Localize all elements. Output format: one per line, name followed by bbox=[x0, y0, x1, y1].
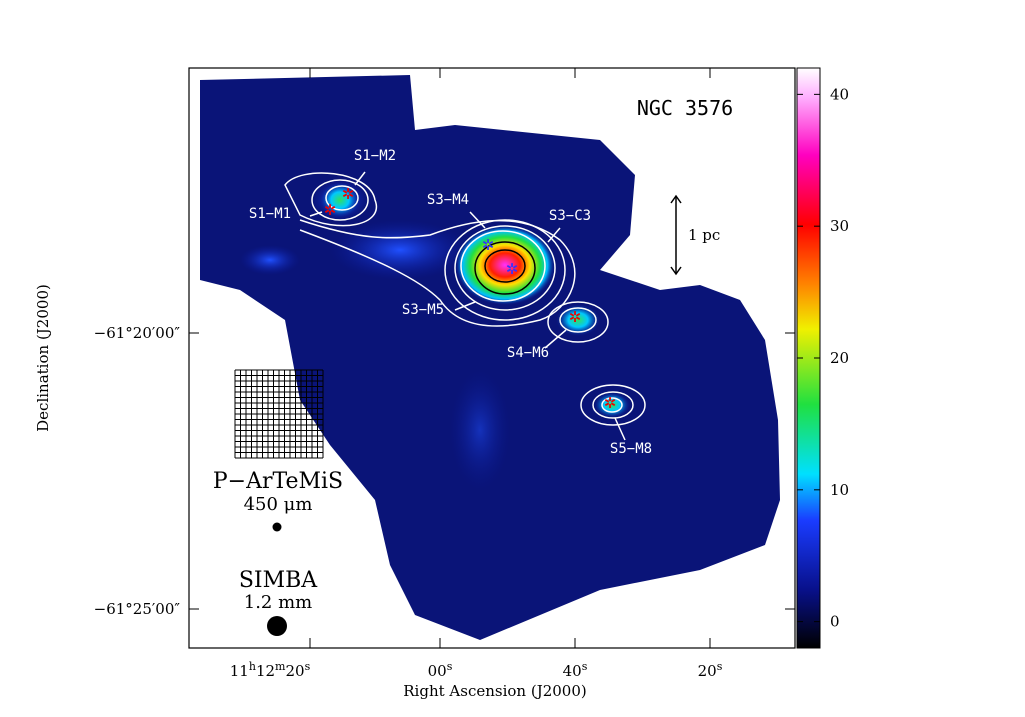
legend-wavelength: 1.2 mm bbox=[244, 592, 312, 613]
legend-instrument: SIMBA bbox=[239, 568, 318, 593]
x-tick-part: 12 bbox=[256, 662, 275, 680]
x-tick-part: 40 bbox=[563, 662, 582, 680]
colorbar-tick-label: 0 bbox=[830, 613, 840, 631]
y-tick-label: −61°20′00″ bbox=[94, 324, 181, 342]
x-tick-part: 00 bbox=[428, 662, 447, 680]
x-tick-label: 20s bbox=[698, 660, 723, 680]
source-label: S1−M1 bbox=[249, 206, 291, 222]
detector-array bbox=[234, 369, 324, 459]
contours bbox=[284, 171, 646, 441]
x-axis-label: Right Ascension (J2000) bbox=[403, 682, 586, 700]
svg-text:✲: ✲ bbox=[342, 185, 355, 203]
x-tick-part: 11 bbox=[230, 662, 249, 680]
x-tick-part: s bbox=[717, 660, 723, 673]
x-tick-part: m bbox=[275, 660, 286, 673]
frame bbox=[188, 67, 796, 649]
source-label: S1−M2 bbox=[354, 148, 396, 164]
source-label: S3−C3 bbox=[549, 208, 591, 224]
scale-label: 1 pc bbox=[688, 226, 720, 244]
svg-text:✲: ✲ bbox=[324, 201, 337, 219]
x-tick-part: h bbox=[249, 660, 256, 673]
source-label: S4−M6 bbox=[507, 345, 549, 361]
y-tick-label: −61°25′00″ bbox=[94, 600, 181, 618]
svg-text:✲: ✲ bbox=[569, 308, 582, 326]
svg-text:✲: ✲ bbox=[482, 236, 495, 254]
y-axis-label: Declination (J2000) bbox=[34, 284, 52, 432]
source-label: S3−M5 bbox=[402, 302, 444, 318]
x-tick-part: s bbox=[582, 660, 588, 673]
colorbar-tick-label: 40 bbox=[830, 85, 849, 103]
x-tick-label: 11h12m20s bbox=[230, 660, 311, 680]
source-label: S5−M8 bbox=[610, 441, 652, 457]
source-label: S3−M4 bbox=[427, 192, 469, 208]
beam bbox=[272, 522, 282, 532]
map-title: NGC 3576 bbox=[637, 96, 733, 120]
colorbar-tick-label: 10 bbox=[830, 481, 849, 499]
stars: ✲ ✲ ✲ ✲ ✲ ✲ bbox=[324, 185, 617, 412]
beam bbox=[267, 616, 287, 636]
emission bbox=[240, 178, 630, 490]
map-region bbox=[200, 75, 780, 640]
colorbar-tick-label: 30 bbox=[830, 217, 849, 235]
x-tick-label: 00s bbox=[428, 660, 453, 680]
x-tick-label: 40s bbox=[563, 660, 588, 680]
x-tick-part: s bbox=[305, 660, 311, 673]
scale-arrow bbox=[670, 194, 682, 276]
svg-text:✲: ✲ bbox=[604, 394, 617, 412]
x-tick-part: 20 bbox=[698, 662, 717, 680]
colorbar-tick-label: 20 bbox=[830, 349, 849, 367]
legend-wavelength: 450 μm bbox=[244, 494, 313, 515]
legend-instrument: P−ArTeMiS bbox=[213, 469, 343, 494]
x-tick-part: s bbox=[447, 660, 453, 673]
x-tick-part: 20 bbox=[285, 662, 304, 680]
contours-dark bbox=[474, 241, 536, 295]
svg-text:✲: ✲ bbox=[506, 260, 519, 278]
